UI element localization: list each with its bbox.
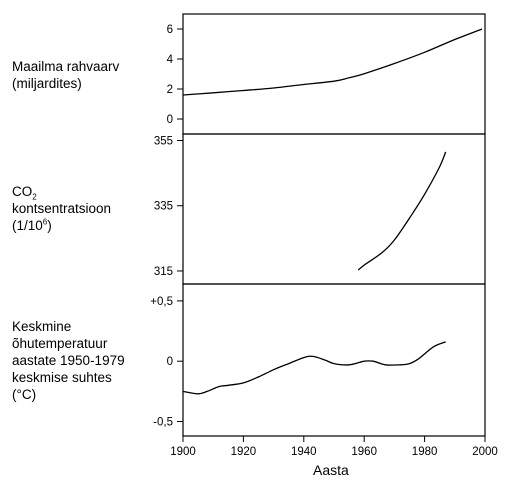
- y-tick-label: 6: [167, 24, 173, 36]
- ticks: 0 2 4 6 315 335 355 -0,5 0 +0,5 1900 1920 1940 1960 19…: [150, 24, 498, 458]
- co2-label-unit-end: ): [47, 218, 52, 233]
- x-axis-title: Aasta: [313, 462, 349, 478]
- y-tick-label: 4: [167, 54, 174, 66]
- temperature-axis-label-line: Keskmine: [12, 319, 72, 334]
- temperature-axis-label-line: aastate 1950-1979: [12, 353, 125, 368]
- panel-frame: [182, 283, 486, 437]
- co2-label-line2: kontsentratsioon: [12, 201, 112, 216]
- y-tick-label: 355: [154, 136, 173, 148]
- panel-frame: [182, 133, 486, 285]
- x-tick-label: 2000: [472, 446, 498, 458]
- temperature-axis-label-line: (°C): [12, 387, 37, 402]
- x-tick-label: 1900: [170, 446, 196, 458]
- series-line: [357, 151, 447, 271]
- y-tick-label: 335: [154, 201, 173, 213]
- co2-label-superscript: 6: [42, 217, 48, 227]
- co2-axis-label: CO2 kontsentratsioon (1/106): [12, 183, 111, 234]
- co2-label-subscript: 2: [32, 192, 37, 202]
- population-axis-label-line: Maailma rahvaarv: [12, 59, 120, 74]
- temperature-axis-label-line: keskmise suhtes: [12, 370, 112, 385]
- y-tick-label: 0: [167, 356, 173, 368]
- series-lines: [182, 28, 483, 395]
- series-line: [182, 341, 446, 395]
- population-axis-label-line: (miljardites): [12, 76, 82, 91]
- y-tick-label: 315: [154, 266, 173, 278]
- x-tick-label: 1940: [291, 446, 317, 458]
- x-tick-label: 1980: [412, 446, 438, 458]
- series-line: [182, 28, 483, 96]
- y-tick-label: 0: [167, 114, 173, 126]
- x-tick-label: 1920: [231, 446, 257, 458]
- panel-axes: [182, 13, 486, 437]
- x-tick-label: 1960: [351, 446, 377, 458]
- y-tick-label: -0,5: [153, 417, 173, 429]
- y-tick-label: +0,5: [150, 296, 173, 308]
- y-tick-label: 2: [167, 84, 173, 96]
- co2-label-unit: (1/10: [12, 218, 43, 233]
- panel-frame: [182, 13, 486, 135]
- population-axis-label: Maailma rahvaarv (miljardites): [12, 58, 119, 92]
- temperature-axis-label: Keskmine õhutemperatuur aastate 1950-197…: [12, 318, 125, 403]
- co2-label-main: CO: [12, 184, 33, 199]
- temperature-axis-label-line: õhutemperatuur: [12, 336, 108, 351]
